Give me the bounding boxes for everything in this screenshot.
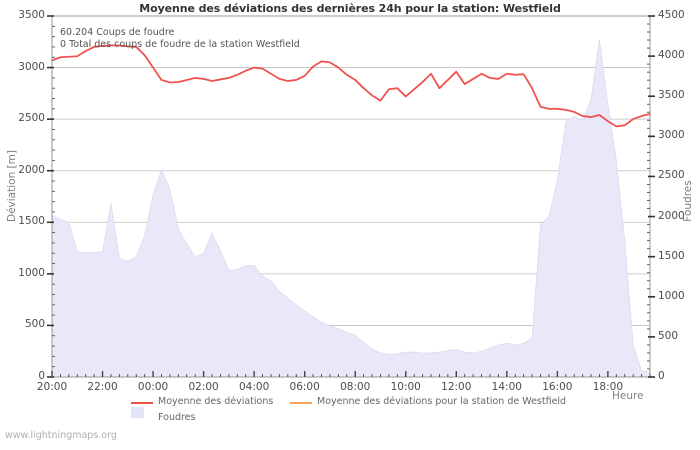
legend-label-2[interactable]: Foudres: [158, 412, 196, 423]
x-tick-02-00: 02:00: [188, 381, 219, 393]
y-tick-left-3000: 3000: [18, 60, 45, 73]
x-tick-04-00: 04:00: [239, 381, 270, 393]
y-tick-left-0: 0: [38, 370, 45, 382]
y-tick-left-1000: 1000: [18, 266, 45, 279]
y-tick-right-4500: 4500: [658, 9, 685, 21]
x-tick-10-00: 10:00: [390, 381, 421, 393]
legend-swatch-2: [131, 407, 144, 418]
y-tick-right-500: 500: [658, 329, 679, 342]
y-tick-right-1000: 1000: [658, 289, 685, 302]
chart-title: Moyenne des déviations des dernières 24h…: [139, 2, 561, 15]
y-tick-left-2000: 2000: [18, 163, 45, 176]
y-tick-right-2000: 2000: [658, 209, 685, 222]
y-axis-left-label: Déviation [m]: [6, 150, 18, 222]
y-tick-left-2500: 2500: [18, 112, 45, 125]
y-tick-right-3500: 3500: [658, 89, 685, 102]
strike-count-annotation: 60.204 Coups de foudre: [60, 27, 175, 38]
y-tick-left-500: 500: [24, 318, 45, 331]
x-tick-00-00: 00:00: [137, 381, 169, 393]
y-tick-right-4000: 4000: [658, 49, 685, 62]
y-tick-right-1500: 1500: [658, 249, 685, 262]
x-tick-06-00: 06:00: [289, 381, 320, 393]
y-axis-right-label: Foudres: [682, 180, 694, 222]
legend-label-1[interactable]: Moyenne des déviations pour la station d…: [317, 396, 567, 407]
x-tick-20-00: 20:00: [36, 381, 68, 393]
y-tick-left-3500: 3500: [18, 9, 45, 21]
x-tick-08-00: 08:00: [340, 381, 371, 393]
x-tick-14-00: 14:00: [491, 381, 522, 393]
y-tick-right-3000: 3000: [658, 129, 685, 142]
legend-swatch-0: [131, 402, 153, 404]
x-tick-22-00: 22:00: [87, 381, 118, 393]
x-tick-16-00: 16:00: [542, 381, 573, 393]
x-tick-18-00: 18:00: [592, 381, 623, 393]
y-tick-right-2500: 2500: [658, 169, 685, 182]
y-tick-left-1500: 1500: [18, 215, 45, 228]
site-watermark: www.lightningmaps.org: [5, 430, 117, 441]
y-tick-right-0: 0: [658, 370, 665, 382]
x-axis-label: Heure: [612, 390, 644, 402]
legend-swatch-1: [290, 402, 312, 404]
x-tick-12-00: 12:00: [441, 381, 472, 393]
station-strike-total-annotation: 0 Total des coups de foudre de la statio…: [60, 39, 300, 50]
legend-label-0[interactable]: Moyenne des déviations: [158, 396, 274, 407]
